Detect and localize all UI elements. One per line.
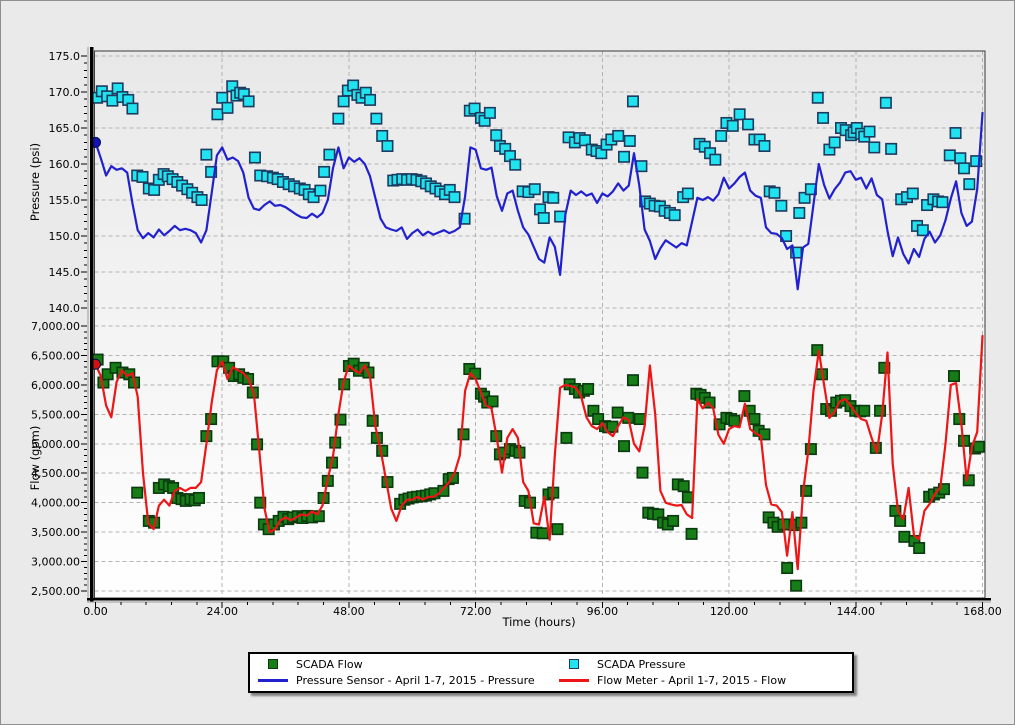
- flow-tick-label: 3,000.00: [31, 556, 80, 569]
- legend-item-scada-flow: SCADA Flow: [250, 656, 551, 672]
- pressure-line-icon: [258, 679, 288, 682]
- legend: SCADA Flow SCADA Pressure Pressure Senso…: [248, 652, 854, 693]
- flow-line-icon: [559, 679, 589, 682]
- pressure-tick-label: 160.0: [49, 158, 81, 171]
- legend-label: Flow Meter - April 1-7, 2015 - Flow: [597, 674, 786, 687]
- pressure-tick-label: 145.0: [49, 266, 81, 279]
- pressure-tick-label: 175.0: [49, 50, 81, 63]
- pressure-axis-title: Pressure (psi): [28, 143, 42, 221]
- pressure-tick-label: 140.0: [49, 302, 81, 315]
- time-tick-label: 120.00: [710, 605, 749, 618]
- flow-tick-label: 4,000.00: [31, 497, 80, 510]
- time-tick-label: 0.00: [83, 605, 108, 618]
- flow-tick-label: 6,000.00: [31, 379, 80, 392]
- time-tick-label: 168.00: [963, 605, 1002, 618]
- pressure-tick-label: 150.0: [49, 230, 81, 243]
- flow-tick-label: 6,500.00: [31, 349, 80, 362]
- legend-item-scada-pressure: SCADA Pressure: [551, 656, 852, 672]
- legend-label: SCADA Flow: [296, 658, 363, 671]
- time-tick-label: 144.00: [837, 605, 876, 618]
- time-tick-label: 96.00: [587, 605, 619, 618]
- flow-tick-label: 5,500.00: [31, 408, 80, 421]
- flow-tick-label: 7,000.00: [31, 320, 80, 333]
- scada-pressure-square-icon: [569, 659, 579, 669]
- scada-flow-square-icon: [268, 659, 278, 669]
- legend-label: Pressure Sensor - April 1-7, 2015 - Pres…: [296, 674, 535, 687]
- x-axis-title: Time (hours): [502, 615, 575, 629]
- flow-tick-label: 3,500.00: [31, 526, 80, 539]
- time-tick-label: 48.00: [333, 605, 365, 618]
- legend-item-pressure-sensor: Pressure Sensor - April 1-7, 2015 - Pres…: [250, 672, 551, 688]
- time-tick-label: 24.00: [206, 605, 238, 618]
- legend-label: SCADA Pressure: [597, 658, 685, 671]
- legend-item-flow-meter: Flow Meter - April 1-7, 2015 - Flow: [551, 672, 852, 688]
- flow-tick-label: 2,500.00: [31, 585, 80, 598]
- pressure-tick-label: 165.0: [49, 122, 81, 135]
- pressure-tick-label: 155.0: [49, 194, 81, 207]
- chart-canvas: 175.0 170.0 165.0 160.0 155.0 150.0 145.0 140.0…: [0, 0, 1015, 725]
- time-tick-label: 72.00: [460, 605, 492, 618]
- pressure-tick-label: 170.0: [49, 86, 81, 99]
- flow-axis-title: Flow (gpm): [28, 426, 42, 491]
